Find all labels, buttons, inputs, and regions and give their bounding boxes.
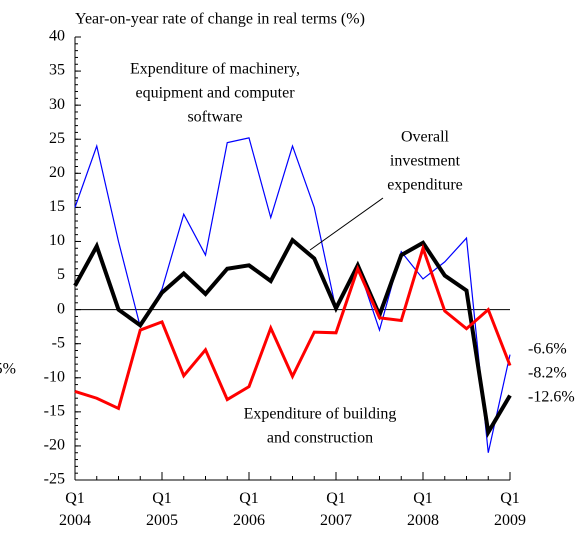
y-tick-label: 20 bbox=[49, 164, 65, 181]
annotation: Expenditure of building bbox=[244, 406, 397, 423]
y-tick-label: 10 bbox=[49, 232, 65, 249]
annotation: and construction bbox=[267, 430, 373, 447]
series-line bbox=[73, 236, 512, 439]
annotation: investment bbox=[390, 153, 461, 170]
y-tick-label: -10 bbox=[44, 368, 65, 385]
end-label: -12.6% bbox=[528, 389, 575, 406]
end-label: -14.5% bbox=[0, 361, 16, 378]
annotation: Overall bbox=[401, 129, 450, 146]
x-tick-label: Q1 2006 bbox=[233, 490, 265, 529]
annotation: Expenditure of machinery, bbox=[130, 61, 300, 78]
x-tick-label: Q1 2008 bbox=[407, 490, 439, 529]
y-tick-label: -15 bbox=[44, 403, 65, 420]
leader-line bbox=[309, 197, 384, 251]
y-tick-label: -5 bbox=[52, 334, 65, 351]
chart-title: Year-on-year rate of change in real term… bbox=[75, 11, 365, 28]
x-tick-label: Q1 2004 bbox=[59, 490, 91, 529]
y-tick-label: 15 bbox=[49, 198, 65, 215]
y-tick-label: 5 bbox=[57, 266, 65, 283]
end-label: -8.2% bbox=[528, 365, 567, 382]
y-tick-label: 30 bbox=[49, 96, 65, 113]
annotation: expenditure bbox=[387, 177, 463, 194]
annotation: software bbox=[187, 109, 242, 126]
y-tick-label: 25 bbox=[49, 130, 65, 147]
series-line bbox=[74, 243, 512, 411]
annotation: equipment and computer bbox=[135, 85, 295, 102]
y-tick-label: 0 bbox=[57, 300, 65, 317]
y-tick-label: 35 bbox=[49, 62, 65, 79]
x-tick-label: Q1 2007 bbox=[320, 490, 352, 529]
x-tick-label: Q1 2009 bbox=[494, 490, 526, 529]
end-label: -6.6% bbox=[528, 341, 567, 358]
y-tick-label: 40 bbox=[49, 28, 65, 45]
y-tick-label: -25 bbox=[44, 471, 65, 488]
x-tick-label: Q1 2005 bbox=[146, 490, 178, 529]
y-tick-label: -20 bbox=[44, 437, 65, 454]
